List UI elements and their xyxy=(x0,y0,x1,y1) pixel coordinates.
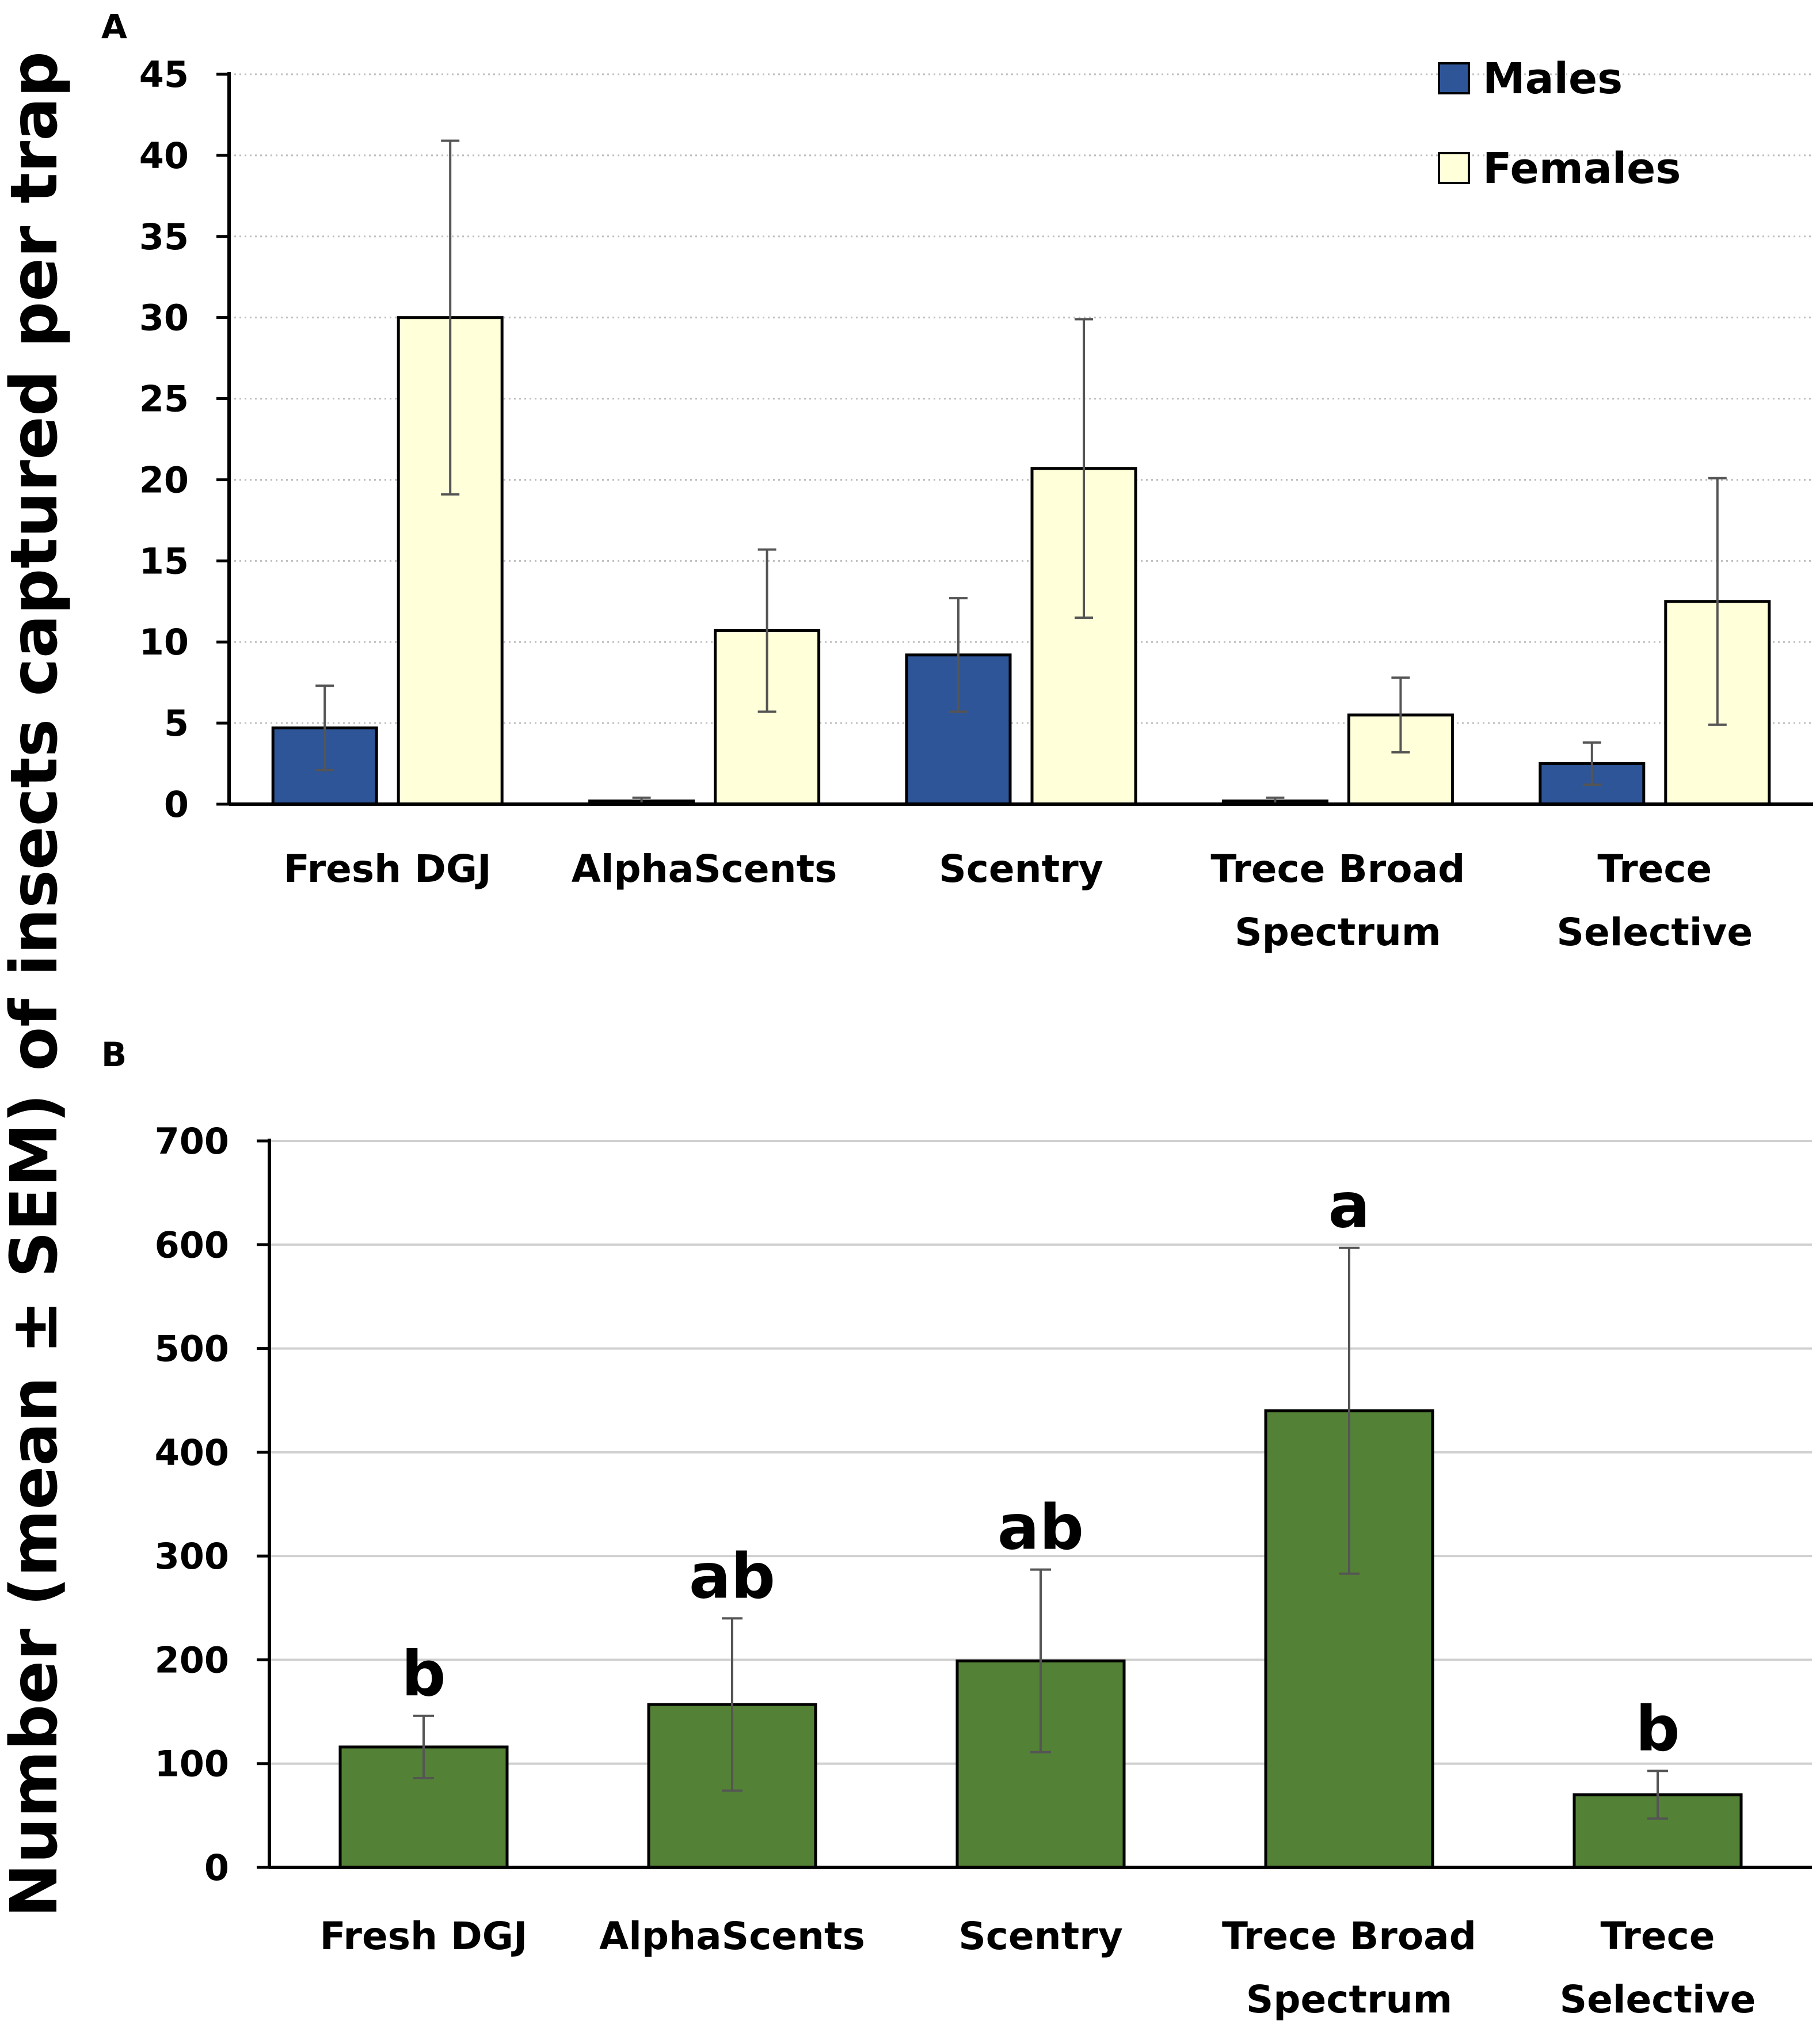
b-y-tick-label: 200 xyxy=(155,1639,229,1681)
b-category-label: Trece Broad xyxy=(1222,1914,1476,1958)
b-category-label: Trece xyxy=(1601,1914,1715,1958)
legend-females-label: Females xyxy=(1483,144,1681,193)
legend-males-swatch xyxy=(1438,62,1470,94)
a-y-tick-label: 25 xyxy=(139,378,189,420)
a-y-tick-label: 35 xyxy=(139,216,189,258)
a-y-tick-label: 15 xyxy=(139,540,189,582)
a-y-tick-label: 20 xyxy=(139,459,189,501)
b-category-label: Selective xyxy=(1560,1977,1756,2022)
significance-letter: a xyxy=(1328,1170,1370,1242)
b-y-tick-label: 100 xyxy=(155,1743,229,1785)
legend-females-swatch xyxy=(1438,152,1470,184)
significance-letter: b xyxy=(401,1638,446,1710)
y-axis-label: Number (mean ± SEM) of insects captured … xyxy=(0,51,72,1917)
b-y-tick-label: 500 xyxy=(155,1328,229,1370)
panel-b-letter: B xyxy=(101,1035,127,1074)
a-category-label: AlphaScents xyxy=(572,847,837,891)
a-category-label: Selective xyxy=(1556,910,1753,954)
a-y-tick-label: 45 xyxy=(139,54,189,96)
significance-letter: ab xyxy=(997,1492,1084,1564)
b-y-tick-label: 400 xyxy=(155,1432,229,1474)
panel-a-letter: A xyxy=(101,7,127,46)
a-y-tick-label: 5 xyxy=(164,702,189,744)
significance-letter: b xyxy=(1635,1693,1680,1765)
a-y-tick-label: 10 xyxy=(139,621,189,663)
a-category-label: Spectrum xyxy=(1235,910,1441,954)
a-category-label: Fresh DGJ xyxy=(284,847,492,891)
panel-a-chart: 0 5 10 15 20 25 30 35 40 45 Fresh DGJ AlphaScents Sc… xyxy=(139,54,1813,954)
b-category-label: Spectrum xyxy=(1246,1977,1453,2022)
a-y-tick-label: 0 xyxy=(164,783,189,825)
b-y-tick-label: 300 xyxy=(155,1535,229,1577)
a-category-label: Trece Broad xyxy=(1210,847,1465,891)
b-category-label: Scentry xyxy=(958,1914,1123,1958)
legend-males-label: Males xyxy=(1483,54,1623,104)
b-y-tick-label: 600 xyxy=(155,1224,229,1266)
b-y-tick-label: 0 xyxy=(204,1847,229,1889)
a-category-label: Trece xyxy=(1597,847,1712,891)
b-category-label: Fresh DGJ xyxy=(320,1914,528,1958)
significance-letter: ab xyxy=(689,1540,775,1612)
b-category-label: AlphaScents xyxy=(599,1914,865,1958)
a-y-tick-label: 40 xyxy=(139,135,189,177)
b-y-tick-label: 700 xyxy=(155,1120,229,1162)
a-y-tick-label: 30 xyxy=(139,297,189,339)
a-category-label: Scentry xyxy=(939,847,1103,891)
